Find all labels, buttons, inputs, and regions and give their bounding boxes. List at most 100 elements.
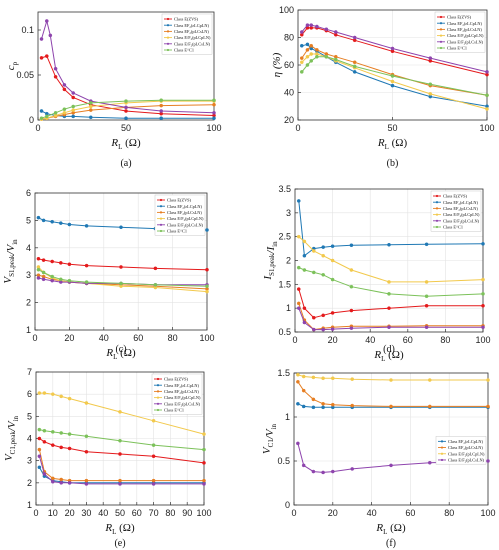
data-point	[311, 397, 316, 402]
data-point	[59, 221, 63, 225]
legend-marker	[159, 205, 163, 208]
x-tick-label: 100	[196, 508, 211, 518]
data-point	[330, 376, 335, 381]
data-point	[151, 454, 156, 459]
y-tick-label: 1.5	[277, 368, 290, 378]
series-line	[41, 55, 215, 116]
data-point	[330, 327, 335, 331]
data-point	[301, 463, 306, 468]
y-tick-label: 3	[26, 270, 31, 280]
data-point	[37, 436, 42, 441]
series-5	[37, 454, 206, 486]
y-tick-label: 2	[26, 298, 31, 308]
data-point	[349, 268, 354, 272]
legend-marker	[440, 446, 444, 449]
x-tick-label: 100	[480, 508, 495, 518]
data-point	[67, 222, 72, 227]
legend: Class E(ZVS)Class EF₂(εLCpLN)Class EF₂(p…	[430, 190, 482, 232]
x-tick-label: 90	[182, 508, 192, 518]
x-tick-label: 0	[33, 508, 38, 518]
data-point	[352, 64, 357, 69]
data-point	[67, 262, 72, 267]
data-point	[41, 258, 46, 262]
data-point	[84, 434, 89, 439]
data-point	[67, 432, 72, 436]
data-point	[330, 244, 335, 248]
y-tick-label: 1	[27, 500, 32, 510]
data-point	[41, 218, 46, 223]
data-point	[315, 48, 319, 52]
data-point	[428, 92, 433, 96]
data-point	[427, 460, 432, 465]
data-point	[59, 394, 64, 399]
data-point	[202, 461, 206, 465]
data-point	[212, 111, 216, 115]
data-point	[202, 432, 206, 436]
data-point	[309, 59, 314, 63]
legend-marker	[439, 28, 443, 31]
series-1	[296, 401, 490, 410]
legend-entry: Class E/F₂(pLCsLN)	[447, 39, 484, 44]
series-2	[296, 379, 490, 409]
data-point	[299, 56, 304, 60]
data-point	[485, 93, 489, 98]
data-point	[118, 438, 122, 443]
data-point	[62, 87, 67, 92]
y-tick-label: 6	[27, 389, 32, 399]
data-point	[205, 228, 209, 232]
data-point	[67, 446, 72, 451]
x-tick-label: 10	[48, 508, 58, 518]
y-tick-label: 4	[26, 243, 31, 253]
data-point	[321, 405, 325, 410]
legend-marker	[166, 30, 170, 33]
series-line	[39, 438, 205, 464]
legend-entry: Class E/F₂(pLCpLN)	[443, 212, 480, 217]
x-tick-label: 60	[133, 333, 143, 343]
x-axis-label: RL (Ω)	[373, 349, 404, 363]
data-point	[50, 278, 55, 283]
data-point	[119, 281, 123, 286]
x-tick-label: 60	[405, 508, 415, 518]
y-axis-label: VS1,peak/Vin	[2, 239, 19, 284]
data-point	[486, 378, 490, 382]
data-point	[89, 101, 93, 105]
data-point	[485, 107, 489, 111]
data-point	[427, 404, 432, 409]
data-point	[39, 116, 44, 120]
legend-entry: Class E/F₂(pLCpLN)	[174, 35, 211, 40]
series-line	[301, 45, 488, 96]
legend-marker	[435, 213, 439, 216]
data-point	[387, 325, 391, 330]
x-tick-label: 0	[32, 333, 37, 343]
y-tick-label: 0	[285, 500, 290, 510]
data-point	[305, 63, 310, 67]
series-2	[296, 199, 485, 258]
y-tick-label: 1	[285, 412, 290, 422]
data-point	[84, 478, 89, 483]
x-tick-label: 100	[475, 335, 490, 345]
y-tick-label: 2	[27, 478, 32, 488]
x-tick-label: 80	[444, 508, 454, 518]
data-point	[71, 104, 75, 109]
series-line	[41, 19, 215, 114]
x-tick-label: 20	[328, 335, 338, 345]
data-point	[45, 114, 49, 119]
legend-marker	[435, 207, 439, 210]
data-point	[205, 284, 209, 288]
data-point	[315, 24, 319, 29]
data-point	[321, 401, 325, 406]
data-point	[53, 66, 58, 71]
data-point	[151, 482, 156, 486]
legend-entry: Class E/F₂(pLCsLN)	[448, 458, 485, 463]
x-axis-label: RL (Ω)	[377, 137, 408, 151]
data-point	[321, 272, 326, 277]
data-point	[299, 70, 304, 74]
data-point	[45, 54, 49, 58]
y-tick-label: 0.5	[278, 327, 291, 337]
data-point	[321, 245, 326, 249]
data-point	[299, 30, 304, 34]
data-point	[212, 102, 216, 107]
x-tick-label: 20	[328, 508, 338, 518]
y-tick-label: 1	[286, 303, 291, 313]
